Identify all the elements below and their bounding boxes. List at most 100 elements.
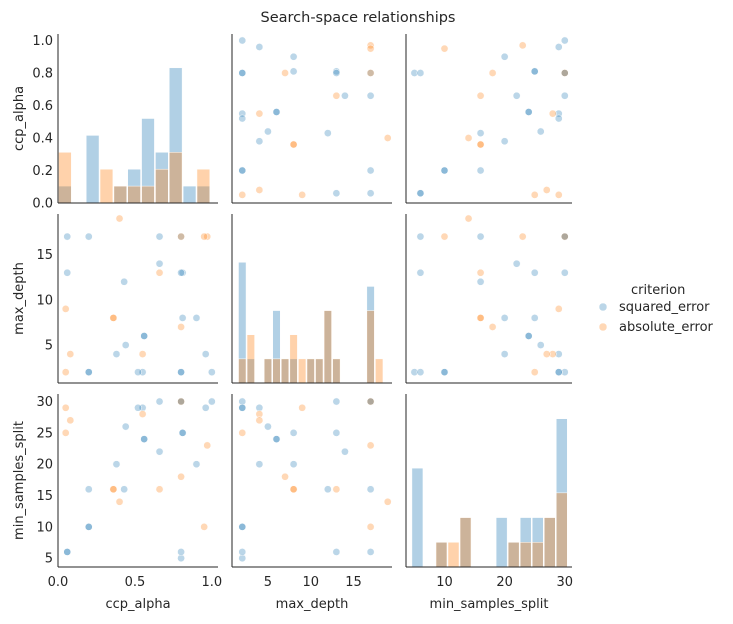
scatter-point-squared_error xyxy=(366,91,375,100)
scatter-point-squared_error xyxy=(524,332,533,340)
scatter-point-squared_error xyxy=(366,166,375,175)
scatter-point-squared_error xyxy=(289,429,298,437)
scatter-point-absolute_error xyxy=(366,41,375,50)
scatter-point-squared_error xyxy=(440,166,449,175)
scatter-point-squared_error xyxy=(255,137,264,146)
scatter-point-absolute_error xyxy=(61,305,70,313)
scatter-point-absolute_error xyxy=(440,44,449,53)
scatter-point-squared_error xyxy=(238,548,247,556)
scatter-point-squared_error xyxy=(177,368,185,377)
scatter-point-squared_error xyxy=(524,108,533,116)
panel-max_depth-vs-max_depth xyxy=(231,214,392,384)
scatter-point-squared_error xyxy=(512,259,521,268)
scatter-point-squared_error xyxy=(238,554,247,563)
scatter-point-absolute_error xyxy=(518,232,527,241)
scatter-point-squared_error xyxy=(560,91,569,100)
scatter-point-squared_error xyxy=(272,435,281,443)
y-tick-label: 5 xyxy=(45,339,53,354)
hist-bar-absolute_error xyxy=(196,168,211,204)
scatter-point-squared_error xyxy=(536,127,545,136)
y-axis-label: ccp_alpha xyxy=(12,86,27,151)
scatter-point-absolute_error xyxy=(366,441,375,450)
y-tick-label: 15 xyxy=(36,489,53,504)
scatter-point-absolute_error xyxy=(464,214,473,223)
x-axis-label: max_depth xyxy=(276,597,349,612)
panel-ccp_alpha-vs-max_depth xyxy=(231,34,392,204)
y-tick-label: 1.0 xyxy=(32,34,53,49)
legend-label: absolute_error xyxy=(619,320,714,335)
legend-marker-squared_error xyxy=(598,302,608,312)
y-axis-label: max_depth xyxy=(12,262,27,335)
scatter-point-squared_error xyxy=(341,447,349,456)
scatter-point-absolute_error xyxy=(560,232,569,241)
chart-title: Search-space relationships xyxy=(261,10,456,26)
panel-ccp_alpha-vs-ccp_alpha: 0.0 0.2 0.4 0.6 0.8 1.0 ccp_alpha xyxy=(12,34,218,212)
scatter-point-squared_error xyxy=(530,67,539,76)
hist-bar-squared_error xyxy=(182,185,197,204)
scatter-point-squared_error xyxy=(238,166,247,175)
y-tick-label: 0.6 xyxy=(32,99,53,114)
scatter-point-absolute_error xyxy=(238,191,247,199)
hist-bar-absolute_error xyxy=(99,168,114,204)
scatter-point-absolute_error xyxy=(281,472,289,481)
scatter-point-squared_error xyxy=(500,52,509,61)
hist-bar-absolute_error xyxy=(543,517,556,568)
scatter-point-absolute_error xyxy=(560,69,569,77)
scatter-point-absolute_error xyxy=(155,485,164,494)
y-tick-label: 0.8 xyxy=(32,67,53,82)
scatter-point-squared_error xyxy=(238,114,247,123)
x-axis-label: min_samples_split xyxy=(430,597,549,612)
x-axis-label: ccp_alpha xyxy=(105,597,170,612)
scatter-point-squared_error xyxy=(138,403,147,412)
legend-marker-absolute_error xyxy=(598,322,608,332)
scatter-point-absolute_error xyxy=(298,403,307,412)
scatter-point-absolute_error xyxy=(61,368,70,377)
scatter-point-squared_error xyxy=(238,403,247,412)
hist-bar-absolute_error xyxy=(447,542,460,568)
scatter-point-absolute_error xyxy=(366,69,375,77)
scatter-point-squared_error xyxy=(332,189,341,198)
scatter-point-absolute_error xyxy=(255,109,264,118)
legend-title: criterion xyxy=(631,283,685,298)
y-tick-label: 5 xyxy=(45,552,53,567)
scatter-point-absolute_error xyxy=(177,232,185,241)
scatter-point-squared_error xyxy=(178,429,187,437)
scatter-point-absolute_error xyxy=(476,268,485,277)
hist-bar-absolute_error xyxy=(306,358,315,384)
scatter-point-absolute_error xyxy=(488,69,497,77)
scatter-point-squared_error xyxy=(140,332,149,340)
scatter-point-squared_error xyxy=(416,69,425,77)
scatter-point-absolute_error xyxy=(298,191,307,199)
scatter-point-absolute_error xyxy=(61,403,70,412)
scatter-point-absolute_error xyxy=(289,140,298,149)
scatter-point-squared_error xyxy=(476,129,485,137)
x-tick-label: 0.0 xyxy=(48,575,69,590)
scatter-point-squared_error xyxy=(476,232,485,241)
hist-bar-absolute_error xyxy=(531,542,544,568)
scatter-point-absolute_error xyxy=(476,91,485,100)
scatter-point-absolute_error xyxy=(366,44,375,53)
scatter-point-squared_error xyxy=(289,52,298,61)
x-tick-label: 10 xyxy=(302,575,319,590)
scatter-point-squared_error xyxy=(476,277,485,286)
scatter-point-squared_error xyxy=(134,368,142,377)
panel-min_samples_split-vs-max_depth: 5 10 15 max_depth xyxy=(231,394,392,612)
hist-bar-squared_error xyxy=(495,517,508,568)
hist-bar-squared_error xyxy=(411,467,424,568)
scatter-point-squared_error xyxy=(84,523,93,531)
scatter-point-squared_error xyxy=(177,268,185,277)
hist-bar-absolute_error xyxy=(113,185,127,204)
y-tick-label: 0.0 xyxy=(32,197,53,212)
scatter-point-squared_error xyxy=(121,341,130,349)
x-tick-label: 5 xyxy=(264,575,272,590)
scatter-point-absolute_error xyxy=(115,497,124,506)
hist-bar-absolute_error xyxy=(435,542,448,568)
scatter-point-squared_error xyxy=(63,232,72,241)
scatter-point-absolute_error xyxy=(332,91,341,100)
scatter-point-absolute_error xyxy=(464,134,473,142)
hist-bar-absolute_error xyxy=(556,492,568,568)
scatter-point-absolute_error xyxy=(200,523,209,531)
scatter-point-squared_error xyxy=(332,429,341,437)
scatter-point-absolute_error xyxy=(554,191,563,199)
scatter-point-squared_error xyxy=(238,397,247,406)
